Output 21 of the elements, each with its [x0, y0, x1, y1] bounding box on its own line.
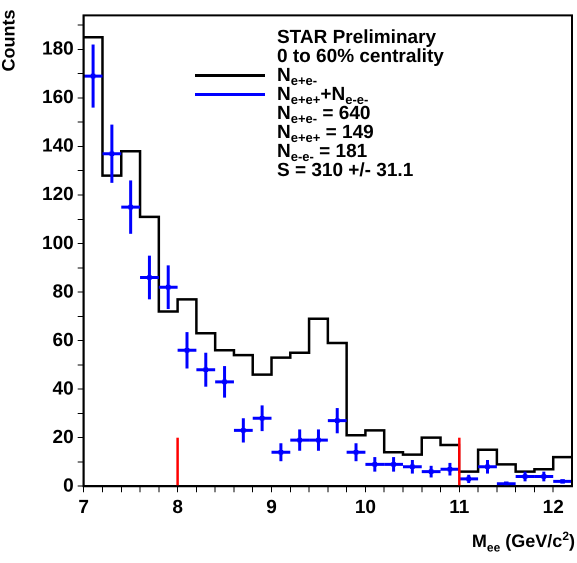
y-tick-label: 140: [42, 136, 74, 157]
y-tick-label: 0: [63, 475, 74, 496]
y-tick-label: 160: [42, 87, 74, 108]
y-tick-label: 80: [52, 281, 74, 302]
y-tick-label: 120: [42, 184, 74, 206]
x-tick-label: 7: [78, 496, 89, 518]
y-tick-label: 40: [52, 378, 74, 400]
x-tick-label: 9: [266, 496, 277, 518]
x-tick-label: 8: [172, 496, 183, 518]
y-tick-label: 20: [52, 426, 74, 448]
y-tick-label: 180: [42, 38, 74, 60]
x-axis-title: M$_{ee}$ (GeV/c$^{2}$): [472, 529, 575, 555]
y-tick-label: 60: [52, 330, 74, 351]
annotation: STAR Preliminary: [277, 27, 436, 48]
annotation: 0 to 60% centrality: [277, 46, 444, 67]
x-tick-label: 12: [542, 496, 564, 518]
x-tick-label: 10: [354, 496, 376, 518]
annotation: S = 310 +/- 31.1: [277, 160, 414, 181]
y-tick-label: 100: [42, 232, 74, 254]
y-axis-title: Counts: [0, 10, 20, 72]
x-tick-label: 11: [449, 496, 470, 518]
